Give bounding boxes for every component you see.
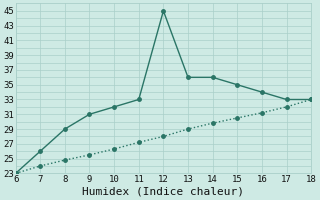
X-axis label: Humidex (Indice chaleur): Humidex (Indice chaleur) <box>82 187 244 197</box>
